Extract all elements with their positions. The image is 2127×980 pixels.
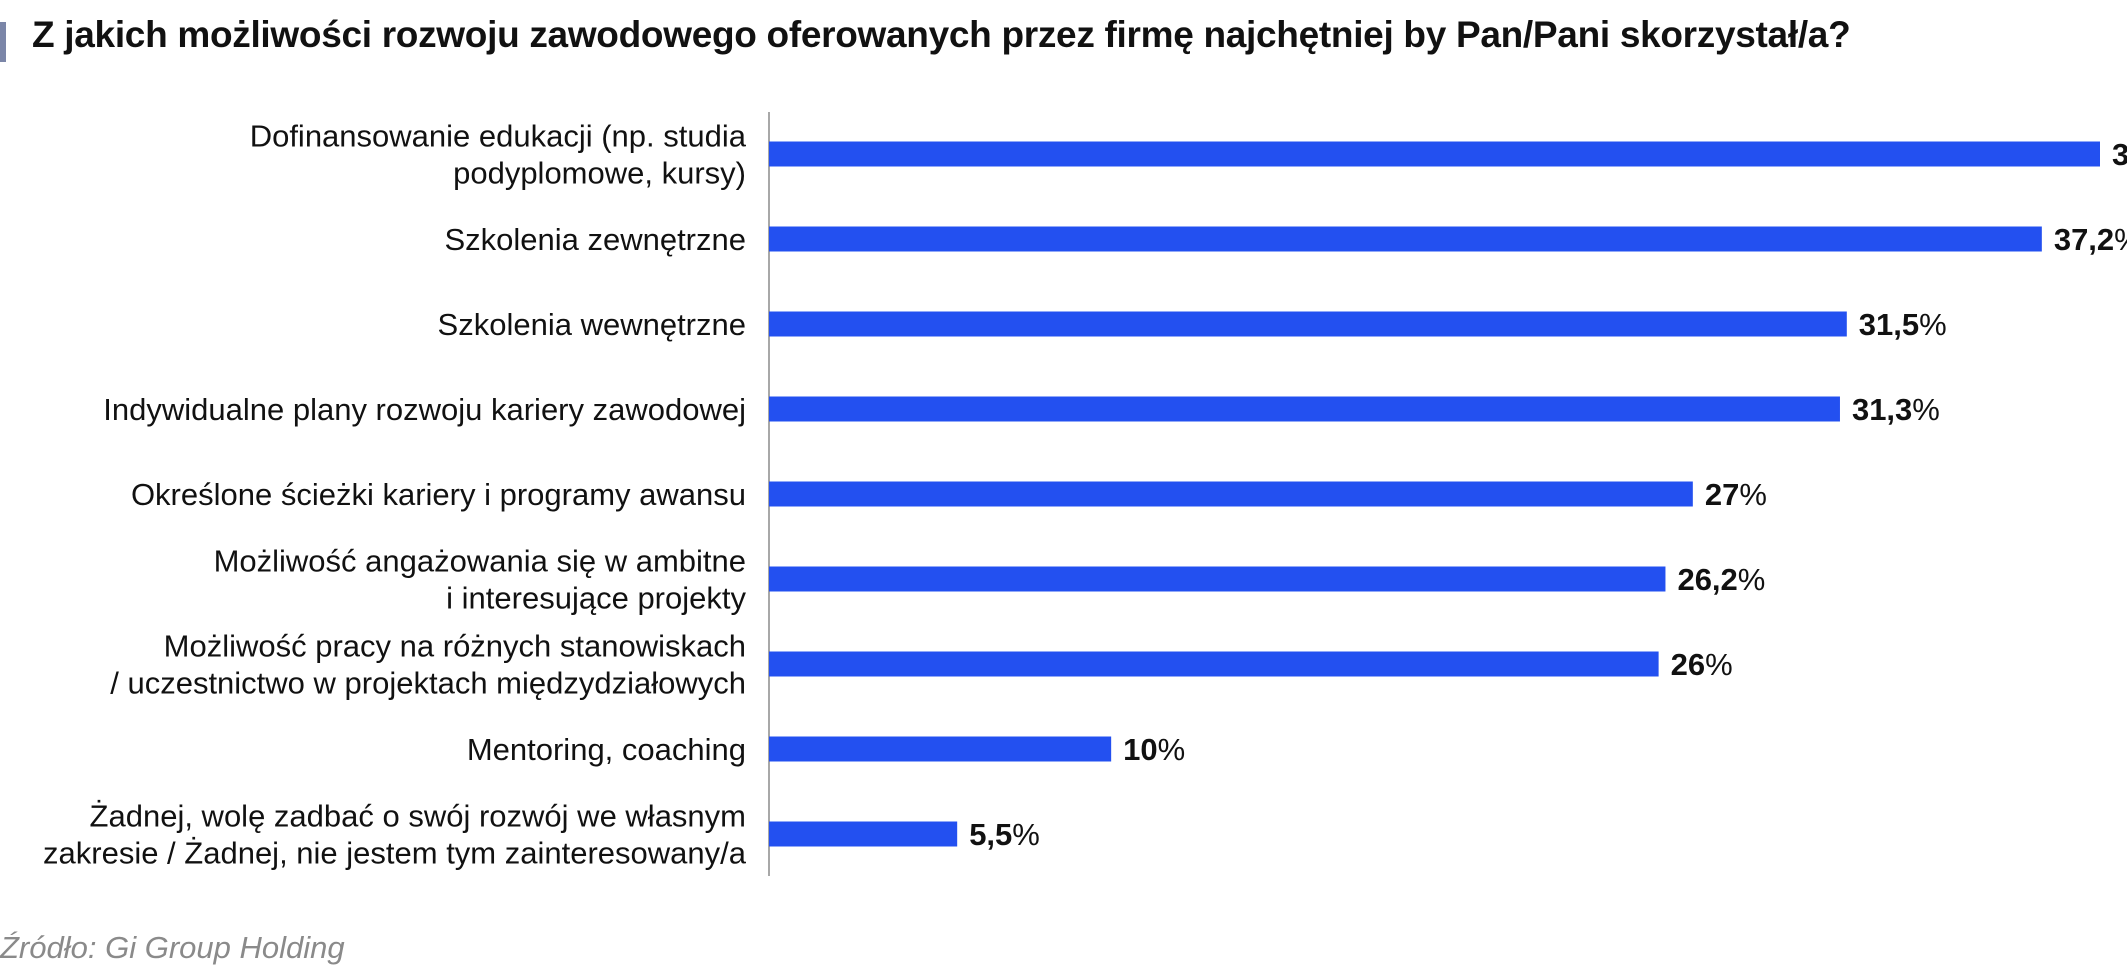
category-label-line: Mentoring, coaching bbox=[467, 732, 746, 767]
data-label: 31,5% bbox=[1859, 307, 1947, 342]
data-label-unit: % bbox=[1705, 647, 1733, 682]
bar bbox=[769, 566, 1666, 592]
data-label-unit: % bbox=[1912, 392, 1940, 427]
category-label: Możliwość angażowania się w ambitne i int… bbox=[214, 544, 747, 616]
category-label-line: Możliwość angażowania się w ambitne bbox=[214, 544, 746, 579]
category-label-line: zakresie / Żadnej, nie jestem tym zainte… bbox=[43, 836, 747, 871]
data-label: 26% bbox=[1671, 647, 1733, 682]
data-label-number: 31,3 bbox=[1852, 392, 1912, 427]
bar bbox=[769, 311, 1847, 337]
category-label: Dofinansowanie edukacji (np. studia podyp… bbox=[250, 119, 747, 191]
category-label: Indywidualne plany rozwoju kariery zawod… bbox=[103, 392, 746, 427]
category-label: Szkolenia wewnętrzne bbox=[438, 307, 746, 342]
data-label-unit: % bbox=[1158, 732, 1186, 767]
category-label-line: Indywidualne plany rozwoju kariery zawod… bbox=[103, 392, 746, 427]
data-label: 37,2% bbox=[2054, 222, 2127, 257]
category-label-line: Szkolenia wewnętrzne bbox=[438, 307, 746, 342]
category-label: Mentoring, coaching bbox=[467, 732, 746, 767]
category-label-line: podyplomowe, kursy) bbox=[453, 156, 746, 191]
data-label-unit: % bbox=[1739, 477, 1767, 512]
data-label-number: 38,9 bbox=[2112, 137, 2127, 172]
chart-title: Z jakich możliwości rozwoju zawodowego o… bbox=[32, 14, 1851, 55]
category-label: Szkolenia zewnętrzne bbox=[444, 222, 746, 257]
source-note: Źródło: Gi Group Holding bbox=[0, 930, 345, 965]
data-label-number: 26,2 bbox=[1677, 562, 1737, 597]
category-label-line: Dofinansowanie edukacji (np. studia bbox=[250, 119, 747, 154]
data-label: 27% bbox=[1705, 477, 1767, 512]
data-label-number: 37,2 bbox=[2054, 222, 2114, 257]
data-label-number: 10 bbox=[1123, 732, 1157, 767]
data-label-number: 5,5 bbox=[969, 817, 1012, 852]
data-label: 31,3% bbox=[1852, 392, 1940, 427]
category-label: Możliwość pracy na różnych stanowiskach /… bbox=[110, 629, 746, 701]
data-label-unit: % bbox=[1012, 817, 1040, 852]
data-label-unit: % bbox=[1738, 562, 1766, 597]
category-label-line: i interesujące projekty bbox=[446, 581, 746, 616]
data-label: 38,9% bbox=[2112, 137, 2127, 172]
category-label-line: Żadnej, wolę zadbać o swój rozwój we wła… bbox=[90, 799, 746, 834]
bar bbox=[769, 651, 1659, 677]
category-label-line: Możliwość pracy na różnych stanowiskach bbox=[164, 629, 746, 664]
data-label: 5,5% bbox=[969, 817, 1040, 852]
bar bbox=[769, 736, 1112, 762]
data-label-number: 27 bbox=[1705, 477, 1739, 512]
data-label: 10% bbox=[1123, 732, 1185, 767]
bar bbox=[769, 396, 1840, 422]
category-label-line: Szkolenia zewnętrzne bbox=[444, 222, 746, 257]
category-label: Żadnej, wolę zadbać o swój rozwój we wła… bbox=[43, 799, 747, 871]
bar bbox=[769, 141, 2100, 167]
category-label-line: Określone ścieżki kariery i programy awa… bbox=[131, 477, 746, 512]
data-label-number: 31,5 bbox=[1859, 307, 1919, 342]
title-accent-bar bbox=[0, 22, 6, 62]
category-label: Określone ścieżki kariery i programy awa… bbox=[131, 477, 746, 512]
bar bbox=[769, 226, 2042, 252]
data-label: 26,2% bbox=[1677, 562, 1765, 597]
data-label-number: 26 bbox=[1671, 647, 1705, 682]
data-label-unit: % bbox=[1919, 307, 1947, 342]
bar bbox=[769, 481, 1693, 507]
bar bbox=[769, 821, 958, 847]
category-label-line: / uczestnictwo w projektach międzydziało… bbox=[110, 666, 746, 701]
data-label-unit: % bbox=[2114, 222, 2127, 257]
